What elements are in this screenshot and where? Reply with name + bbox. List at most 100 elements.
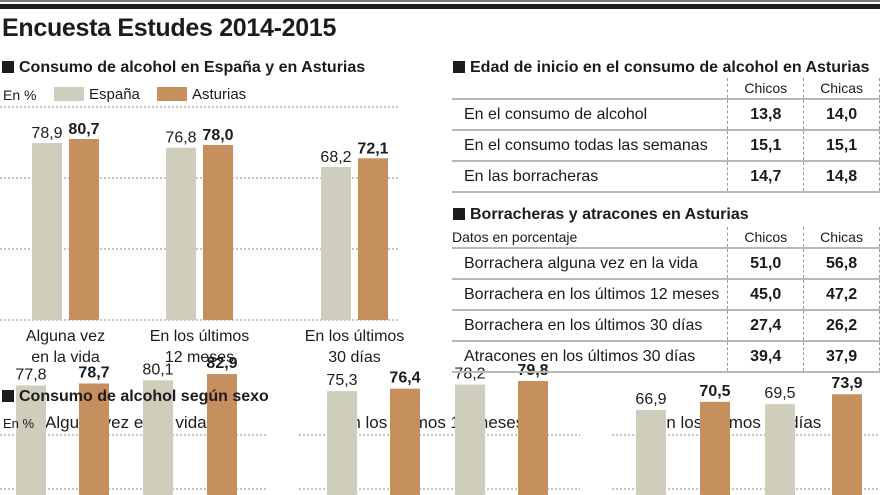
- table-row: Borrachera en los últimos 30 días 27,4 2…: [452, 310, 880, 342]
- bar-spain: [455, 384, 485, 495]
- row-label: En las borracheras: [452, 161, 728, 193]
- data-label: 78,7: [78, 364, 109, 381]
- header-empty: [452, 78, 728, 100]
- bar-asturias: [518, 381, 548, 495]
- table-row: Borrachera en los últimos 12 meses 45,0 …: [452, 279, 880, 311]
- table-row: En el consumo de alcohol 13,8 14,0: [452, 99, 880, 131]
- data-label: 70,5: [699, 383, 730, 400]
- row-label: En el consumo de alcohol: [452, 99, 728, 131]
- bullet-square-icon: [2, 390, 14, 402]
- row-label: Borrachera en los últimos 30 días: [452, 310, 728, 342]
- table-header-row: Chicos Chicas: [452, 78, 880, 100]
- data-label: 78,0: [202, 127, 233, 144]
- header-chicos: Chicos: [727, 78, 804, 100]
- cell-chicos: 14,7: [727, 161, 804, 193]
- cell-chicas: 15,1: [803, 130, 880, 162]
- data-label: 77,8: [15, 366, 46, 383]
- bar-spain: [765, 404, 795, 495]
- cell-chicos: 15,1: [727, 130, 804, 162]
- row-label: Atracones en los últimos 30 días: [452, 341, 728, 373]
- top-rule-thick: [0, 4, 880, 9]
- small-chart-title: En los últimos 30 días: [655, 413, 821, 432]
- data-label: 80,1: [142, 361, 173, 378]
- cell-chicas: 14,8: [803, 161, 880, 193]
- category-label: 12 meses: [165, 349, 234, 366]
- bar-asturias: [79, 383, 109, 495]
- data-label: 82,9: [206, 355, 237, 372]
- bar-espana: [166, 147, 196, 320]
- category-label: En los últimos: [150, 328, 250, 345]
- legend-swatch-espana: [54, 87, 84, 101]
- table-edad-inicio: Chicos Chicas En el consumo de alcohol 1…: [452, 78, 880, 193]
- bar-spain: [327, 391, 357, 495]
- section-consumo-title: Consumo de alcohol en España y en Asturi…: [2, 59, 365, 77]
- top-rule-thin: [0, 0, 880, 2]
- section-edad-title-text: Edad de inicio en el consumo de alcohol …: [470, 59, 870, 76]
- bar-asturias: [358, 158, 388, 320]
- bar-spain: [16, 385, 46, 495]
- bar-asturias: [390, 388, 420, 495]
- bullet-square-icon: [453, 208, 465, 220]
- bullet-square-icon: [2, 61, 14, 73]
- bar-asturias: [69, 138, 99, 320]
- bar-asturias: [700, 401, 730, 495]
- data-label: 80,7: [68, 121, 99, 138]
- row-label: Borrachera en los últimos 12 meses: [452, 279, 728, 311]
- legend-swatch-asturias: [157, 87, 187, 101]
- data-label: 76,4: [389, 370, 420, 387]
- bar-asturias: [203, 145, 233, 320]
- legend-label-espana: España: [89, 86, 140, 103]
- cell-chicas: 37,9: [803, 341, 880, 373]
- section-sexo-title: Consumo de alcohol según sexo: [2, 388, 269, 406]
- section-borracheras-title: Borracheras y atracones en Asturias: [453, 206, 749, 224]
- table-borracheras: Datos en porcentaje Chicos Chicas Borrac…: [452, 227, 880, 373]
- row-label: En el consumo todas las semanas: [452, 130, 728, 162]
- category-label: en la vida: [31, 349, 100, 366]
- category-label: Alguna vez: [26, 328, 105, 345]
- small-chart-title: En los últimos 12 meses: [340, 413, 524, 432]
- header-chicos: Chicos: [727, 227, 804, 249]
- small-chart-title: Alguna vez en la vida: [45, 413, 207, 432]
- bar-spain: [143, 380, 173, 495]
- cell-chicos: 13,8: [727, 99, 804, 131]
- data-label: 76,8: [165, 130, 196, 147]
- table-row: Borrachera alguna vez en la vida 51,0 56…: [452, 248, 880, 280]
- table-row: Atracones en los últimos 30 días 39,4 37…: [452, 341, 880, 373]
- bar-espana: [321, 167, 351, 320]
- section-borracheras-title-text: Borracheras y atracones en Asturias: [470, 206, 749, 223]
- category-label: En los últimos: [305, 328, 405, 345]
- bar-spain: [636, 409, 666, 495]
- cell-chicos: 39,4: [727, 341, 804, 373]
- data-label: 68,2: [320, 149, 351, 166]
- bar-asturias: [832, 394, 862, 495]
- data-label: 69,5: [764, 385, 795, 402]
- unit-label: En %: [3, 87, 37, 103]
- cell-chicas: 14,0: [803, 99, 880, 131]
- cell-chicos: 51,0: [727, 248, 804, 280]
- cell-chicos: 45,0: [727, 279, 804, 311]
- bar-asturias: [207, 374, 237, 495]
- legend-label-asturias: Asturias: [192, 86, 247, 103]
- header-chicas: Chicas: [803, 78, 880, 100]
- table-header-row: Datos en porcentaje Chicos Chicas: [452, 227, 880, 249]
- table-row: En las borracheras 14,7 14,8: [452, 161, 880, 193]
- data-label: 73,9: [831, 375, 862, 392]
- unit-label-sexo: En %: [3, 416, 35, 431]
- page-title: Encuesta Estudes 2014-2015: [2, 14, 337, 42]
- header-chicas: Chicas: [803, 227, 880, 249]
- row-label: Borrachera alguna vez en la vida: [452, 248, 728, 280]
- section-edad-title: Edad de inicio en el consumo de alcohol …: [453, 59, 870, 77]
- cell-chicas: 26,2: [803, 310, 880, 342]
- table-row: En el consumo todas las semanas 15,1 15,…: [452, 130, 880, 162]
- section-sexo-title-text: Consumo de alcohol según sexo: [19, 388, 269, 405]
- category-label: 30 días: [328, 349, 380, 366]
- data-label: 78,9: [31, 125, 62, 142]
- cell-chicas: 56,8: [803, 248, 880, 280]
- cell-chicos: 27,4: [727, 310, 804, 342]
- data-label: 75,3: [326, 372, 357, 389]
- table-note: Datos en porcentaje: [452, 227, 728, 249]
- data-label: 72,1: [357, 140, 388, 157]
- section-consumo-title-text: Consumo de alcohol en España y en Asturi…: [19, 59, 366, 76]
- bullet-square-icon: [453, 61, 465, 73]
